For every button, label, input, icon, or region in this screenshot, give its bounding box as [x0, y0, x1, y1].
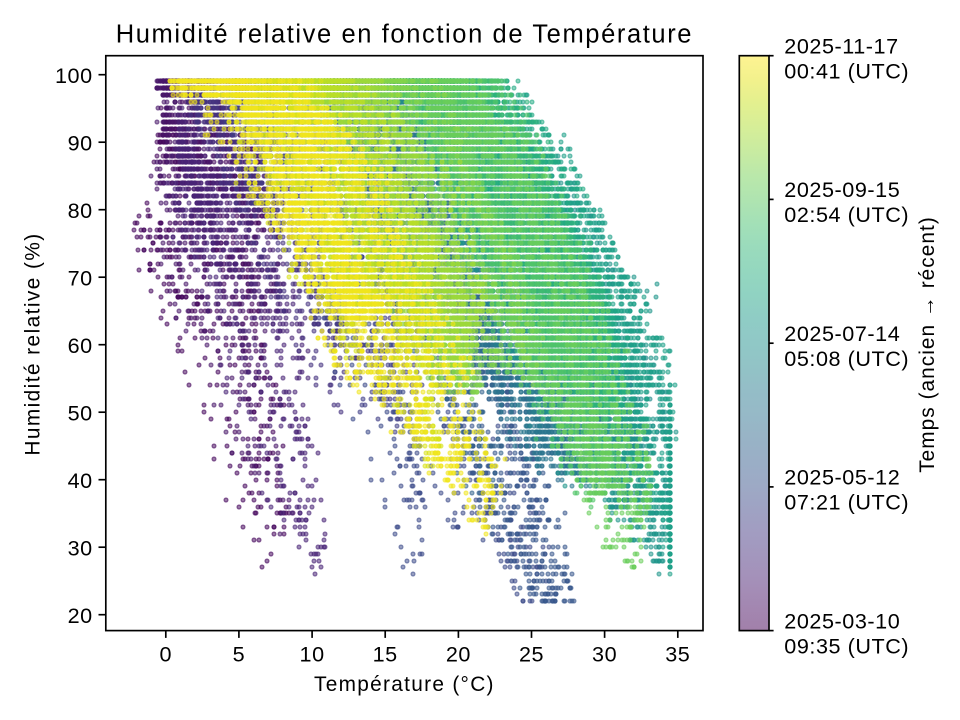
svg-text:Température (°C): Température (°C)	[314, 673, 495, 696]
svg-text:20: 20	[446, 642, 471, 667]
svg-text:0: 0	[160, 642, 173, 667]
svg-text:90: 90	[68, 131, 93, 156]
svg-text:100: 100	[55, 63, 93, 88]
svg-text:02:54 (UTC): 02:54 (UTC)	[784, 202, 909, 227]
svg-text:2025-09-15: 2025-09-15	[784, 177, 900, 202]
svg-text:09:35 (UTC): 09:35 (UTC)	[784, 633, 909, 658]
svg-text:05:08 (UTC): 05:08 (UTC)	[784, 346, 909, 371]
svg-text:00:41 (UTC): 00:41 (UTC)	[784, 58, 909, 83]
svg-text:50: 50	[68, 401, 93, 426]
svg-text:30: 30	[68, 536, 93, 561]
svg-text:Temps (ancien → récent): Temps (ancien → récent)	[916, 216, 939, 473]
svg-text:40: 40	[68, 468, 93, 493]
svg-text:30: 30	[592, 642, 617, 667]
svg-text:70: 70	[68, 266, 93, 291]
svg-text:35: 35	[665, 642, 690, 667]
svg-text:2025-03-10: 2025-03-10	[784, 608, 900, 633]
svg-text:15: 15	[373, 642, 398, 667]
svg-text:25: 25	[519, 642, 544, 667]
svg-text:60: 60	[68, 333, 93, 358]
svg-text:Humidité relative (%): Humidité relative (%)	[22, 232, 45, 455]
svg-text:2025-05-12: 2025-05-12	[784, 465, 900, 490]
svg-text:80: 80	[68, 198, 93, 223]
svg-text:07:21 (UTC): 07:21 (UTC)	[784, 490, 909, 515]
svg-text:2025-11-17: 2025-11-17	[784, 33, 898, 58]
svg-text:20: 20	[68, 603, 93, 628]
svg-text:2025-07-14: 2025-07-14	[784, 321, 900, 346]
svg-text:5: 5	[233, 642, 246, 667]
svg-text:10: 10	[300, 642, 325, 667]
svg-text:Humidité relative en fonction: Humidité relative en fonction de Tempéra…	[116, 21, 693, 49]
